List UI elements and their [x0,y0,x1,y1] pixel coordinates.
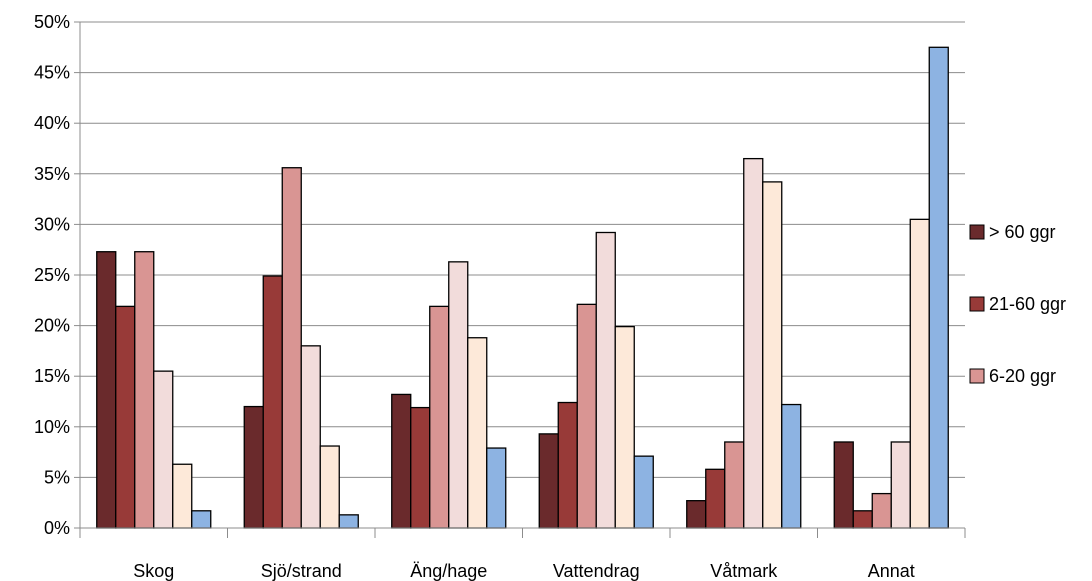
bar [724,441,745,529]
bar [705,468,726,529]
y-tick-label: 40% [34,113,70,133]
bar [557,401,578,529]
y-tick-label: 50% [34,12,70,32]
x-tick-label: Våtmark [710,561,778,581]
bar [467,337,488,529]
y-tick-label: 5% [44,467,70,487]
bar [928,46,949,529]
bar [391,393,412,529]
bar [595,231,616,529]
legend-swatch [969,368,985,384]
bar [134,251,155,529]
x-tick-label: Skog [133,561,174,581]
y-tick-label: 10% [34,417,70,437]
bar [96,251,117,529]
bar [890,441,911,529]
bar [833,441,854,529]
legend-label: > 60 ggr [989,222,1056,242]
bar [243,405,264,529]
bar [686,500,707,529]
x-tick-label: Vattendrag [553,561,640,581]
bar [852,510,873,529]
x-tick-label: Annat [868,561,915,581]
bar [633,455,654,529]
bar [614,325,635,529]
x-tick-label: Sjö/strand [261,561,342,581]
y-tick-label: 25% [34,265,70,285]
bar [300,345,321,529]
legend-label: 6-20 ggr [989,366,1056,386]
bar [172,463,193,529]
bar [153,370,174,529]
y-axis: 0% 5% 10% 15% 20% 25% 30% 35% 40% 45% 50% [34,12,81,538]
bar [781,403,802,529]
bar [538,433,559,529]
bar [338,514,359,529]
gridlines [80,21,965,478]
y-tick-label: 0% [44,518,70,538]
bar [486,447,507,529]
x-axis: Skog Sjö/strand Äng/hage Vattendrag Våtmark A… [79,527,966,581]
bar [410,406,431,529]
legend-swatch [969,296,985,312]
y-tick-label: 15% [34,366,70,386]
y-tick-label: 20% [34,316,70,336]
x-tick-label: Äng/hage [410,561,487,581]
bar [262,275,283,529]
y-tick-label: 35% [34,164,70,184]
y-tick-label: 45% [34,63,70,83]
bar [871,492,892,529]
legend-swatch [969,224,985,240]
bar [281,167,302,529]
bar [909,218,930,529]
bar [191,510,212,529]
legend: > 60 ggr 21-60 ggr 6-20 ggr [969,222,1066,386]
bars [96,46,949,529]
bar [743,157,764,529]
bar [762,181,783,529]
bar [576,303,597,529]
bar [115,305,136,529]
bar [429,305,450,529]
bar [319,445,340,529]
bar [448,261,469,529]
y-tick-label: 30% [34,214,70,234]
legend-label: 21-60 ggr [989,294,1066,314]
